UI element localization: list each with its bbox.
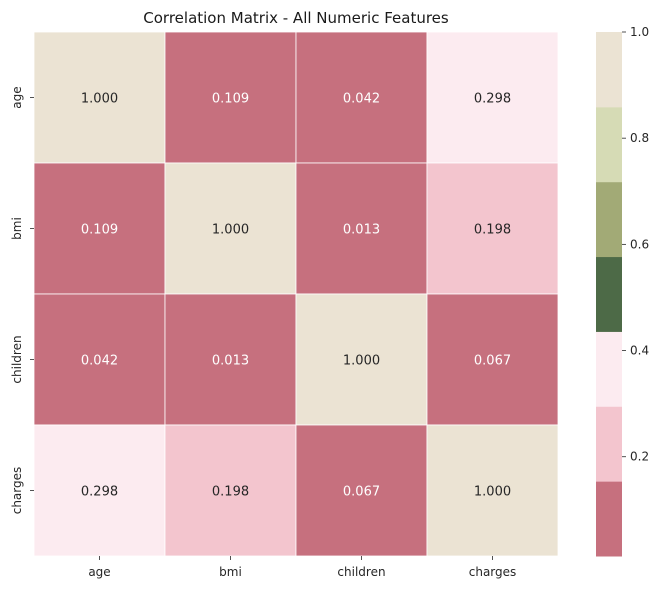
cell-value-label: 0.067: [474, 354, 511, 369]
heatmap-cell: [426, 31, 559, 164]
colorbar-tick-label: 0.4: [630, 344, 649, 358]
cell-value-label: 0.298: [474, 92, 511, 107]
heatmap-cell: [164, 162, 297, 295]
colorbar-segment: [596, 406, 622, 482]
cell-value-label: 1.000: [343, 354, 380, 369]
heatmap-cell: [295, 162, 428, 295]
colorbar: 0.2 0.4 0.6 0.8 1.0: [596, 25, 649, 557]
heatmap-cell: [164, 31, 297, 164]
colorbar-segment: [596, 181, 622, 258]
heatmap-cell: [164, 424, 297, 557]
chart-title: Correlation Matrix - All Numeric Feature…: [143, 9, 449, 27]
heatmap-cell: [426, 293, 559, 426]
y-tick-label: charges: [10, 467, 24, 515]
x-tick-label: children: [337, 565, 385, 579]
heatmap-cell: [295, 31, 428, 164]
cell-value-label: 0.042: [81, 354, 118, 369]
heatmap-cell-labels: 1.000 0.109 0.042 0.298 0.109 1.000 0.013 0.198…: [81, 92, 511, 500]
colorbar-tick-label: 0.2: [630, 450, 649, 464]
x-axis: age bmi children charges: [88, 556, 516, 579]
heatmap-cell: [426, 162, 559, 295]
x-tick-label: charges: [469, 565, 517, 579]
cell-value-label: 0.298: [81, 485, 118, 500]
cell-value-label: 1.000: [212, 223, 249, 238]
cell-value-label: 1.000: [81, 92, 118, 107]
cell-value-label: 0.109: [81, 223, 118, 238]
colorbar-segment: [596, 32, 622, 108]
x-tick-label: age: [88, 565, 110, 579]
y-tick-label: bmi: [10, 217, 24, 240]
cell-value-label: 0.042: [343, 92, 380, 107]
cell-value-label: 0.013: [212, 354, 249, 369]
heatmap-cell: [295, 424, 428, 557]
heatmap-cell: [33, 162, 166, 295]
colorbar-tick-label: 0.6: [630, 237, 649, 251]
cell-value-label: 0.109: [212, 92, 249, 107]
colorbar-segment: [596, 256, 622, 332]
heatmap-cell: [426, 424, 559, 557]
colorbar-segment: [596, 331, 622, 407]
y-tick-label: children: [10, 335, 24, 383]
x-tick-label: bmi: [219, 565, 242, 579]
colorbar-tick-label: 1.0: [630, 25, 649, 39]
cell-value-label: 0.198: [212, 485, 249, 500]
colorbar-tick-label: 0.8: [630, 131, 649, 145]
cell-value-label: 1.000: [474, 485, 511, 500]
y-tick-label: age: [10, 86, 24, 108]
colorbar-segment: [596, 106, 622, 183]
y-axis: age bmi children charges: [10, 86, 34, 514]
cell-value-label: 0.198: [474, 223, 511, 238]
heatmap-cell: [33, 424, 166, 557]
heatmap-cell: [164, 293, 297, 426]
heatmap-cell: [33, 31, 166, 164]
cell-value-label: 0.067: [343, 485, 380, 500]
cell-value-label: 0.013: [343, 223, 380, 238]
colorbar-segment: [596, 481, 622, 557]
heatmap-cells: [33, 31, 559, 557]
